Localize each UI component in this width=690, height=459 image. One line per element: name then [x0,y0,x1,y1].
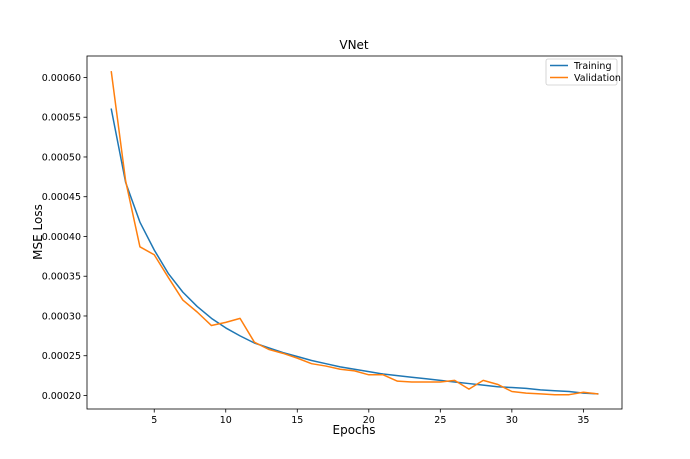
x-tick-label-5: 5 [151,415,157,426]
y-tick-label-6: 0.00050 [42,152,81,163]
y-tick-label-8: 0.00060 [42,73,81,84]
y-tick-label-1: 0.00025 [42,351,81,362]
y-tick-label-4: 0.00040 [42,232,81,243]
x-axis: 5 10 15 20 25 30 35 [151,409,589,426]
x-tick-label-20: 20 [363,415,375,426]
x-tick-label-35: 35 [577,415,589,426]
chart-title: VNet [339,38,369,52]
plot-lines [110,71,599,396]
legend: Training Validation [545,58,621,86]
y-tick-label-0: 0.00020 [42,391,81,402]
x-tick-label-15: 15 [291,415,303,426]
legend-label-validation: Validation [574,73,621,84]
x-tick-label-10: 10 [220,415,232,426]
y-tick-label-3: 0.00035 [42,272,81,283]
x-tick-label-30: 30 [506,415,518,426]
legend-label-training: Training [573,61,612,72]
plot-frame [86,55,623,410]
y-axis-label: MSE Loss [31,204,45,260]
series-line-training [110,108,599,395]
y-tick-label-2: 0.00030 [42,311,81,322]
x-tick-label-25: 25 [434,415,446,426]
y-axis: 0.00020 0.00025 0.00030 0.00035 0.00040 0.000… [42,73,87,402]
x-axis-label: Epochs [333,423,376,437]
y-tick-label-5: 0.00045 [42,192,81,203]
series-line-validation [110,71,599,396]
y-tick-label-7: 0.00055 [42,113,81,124]
